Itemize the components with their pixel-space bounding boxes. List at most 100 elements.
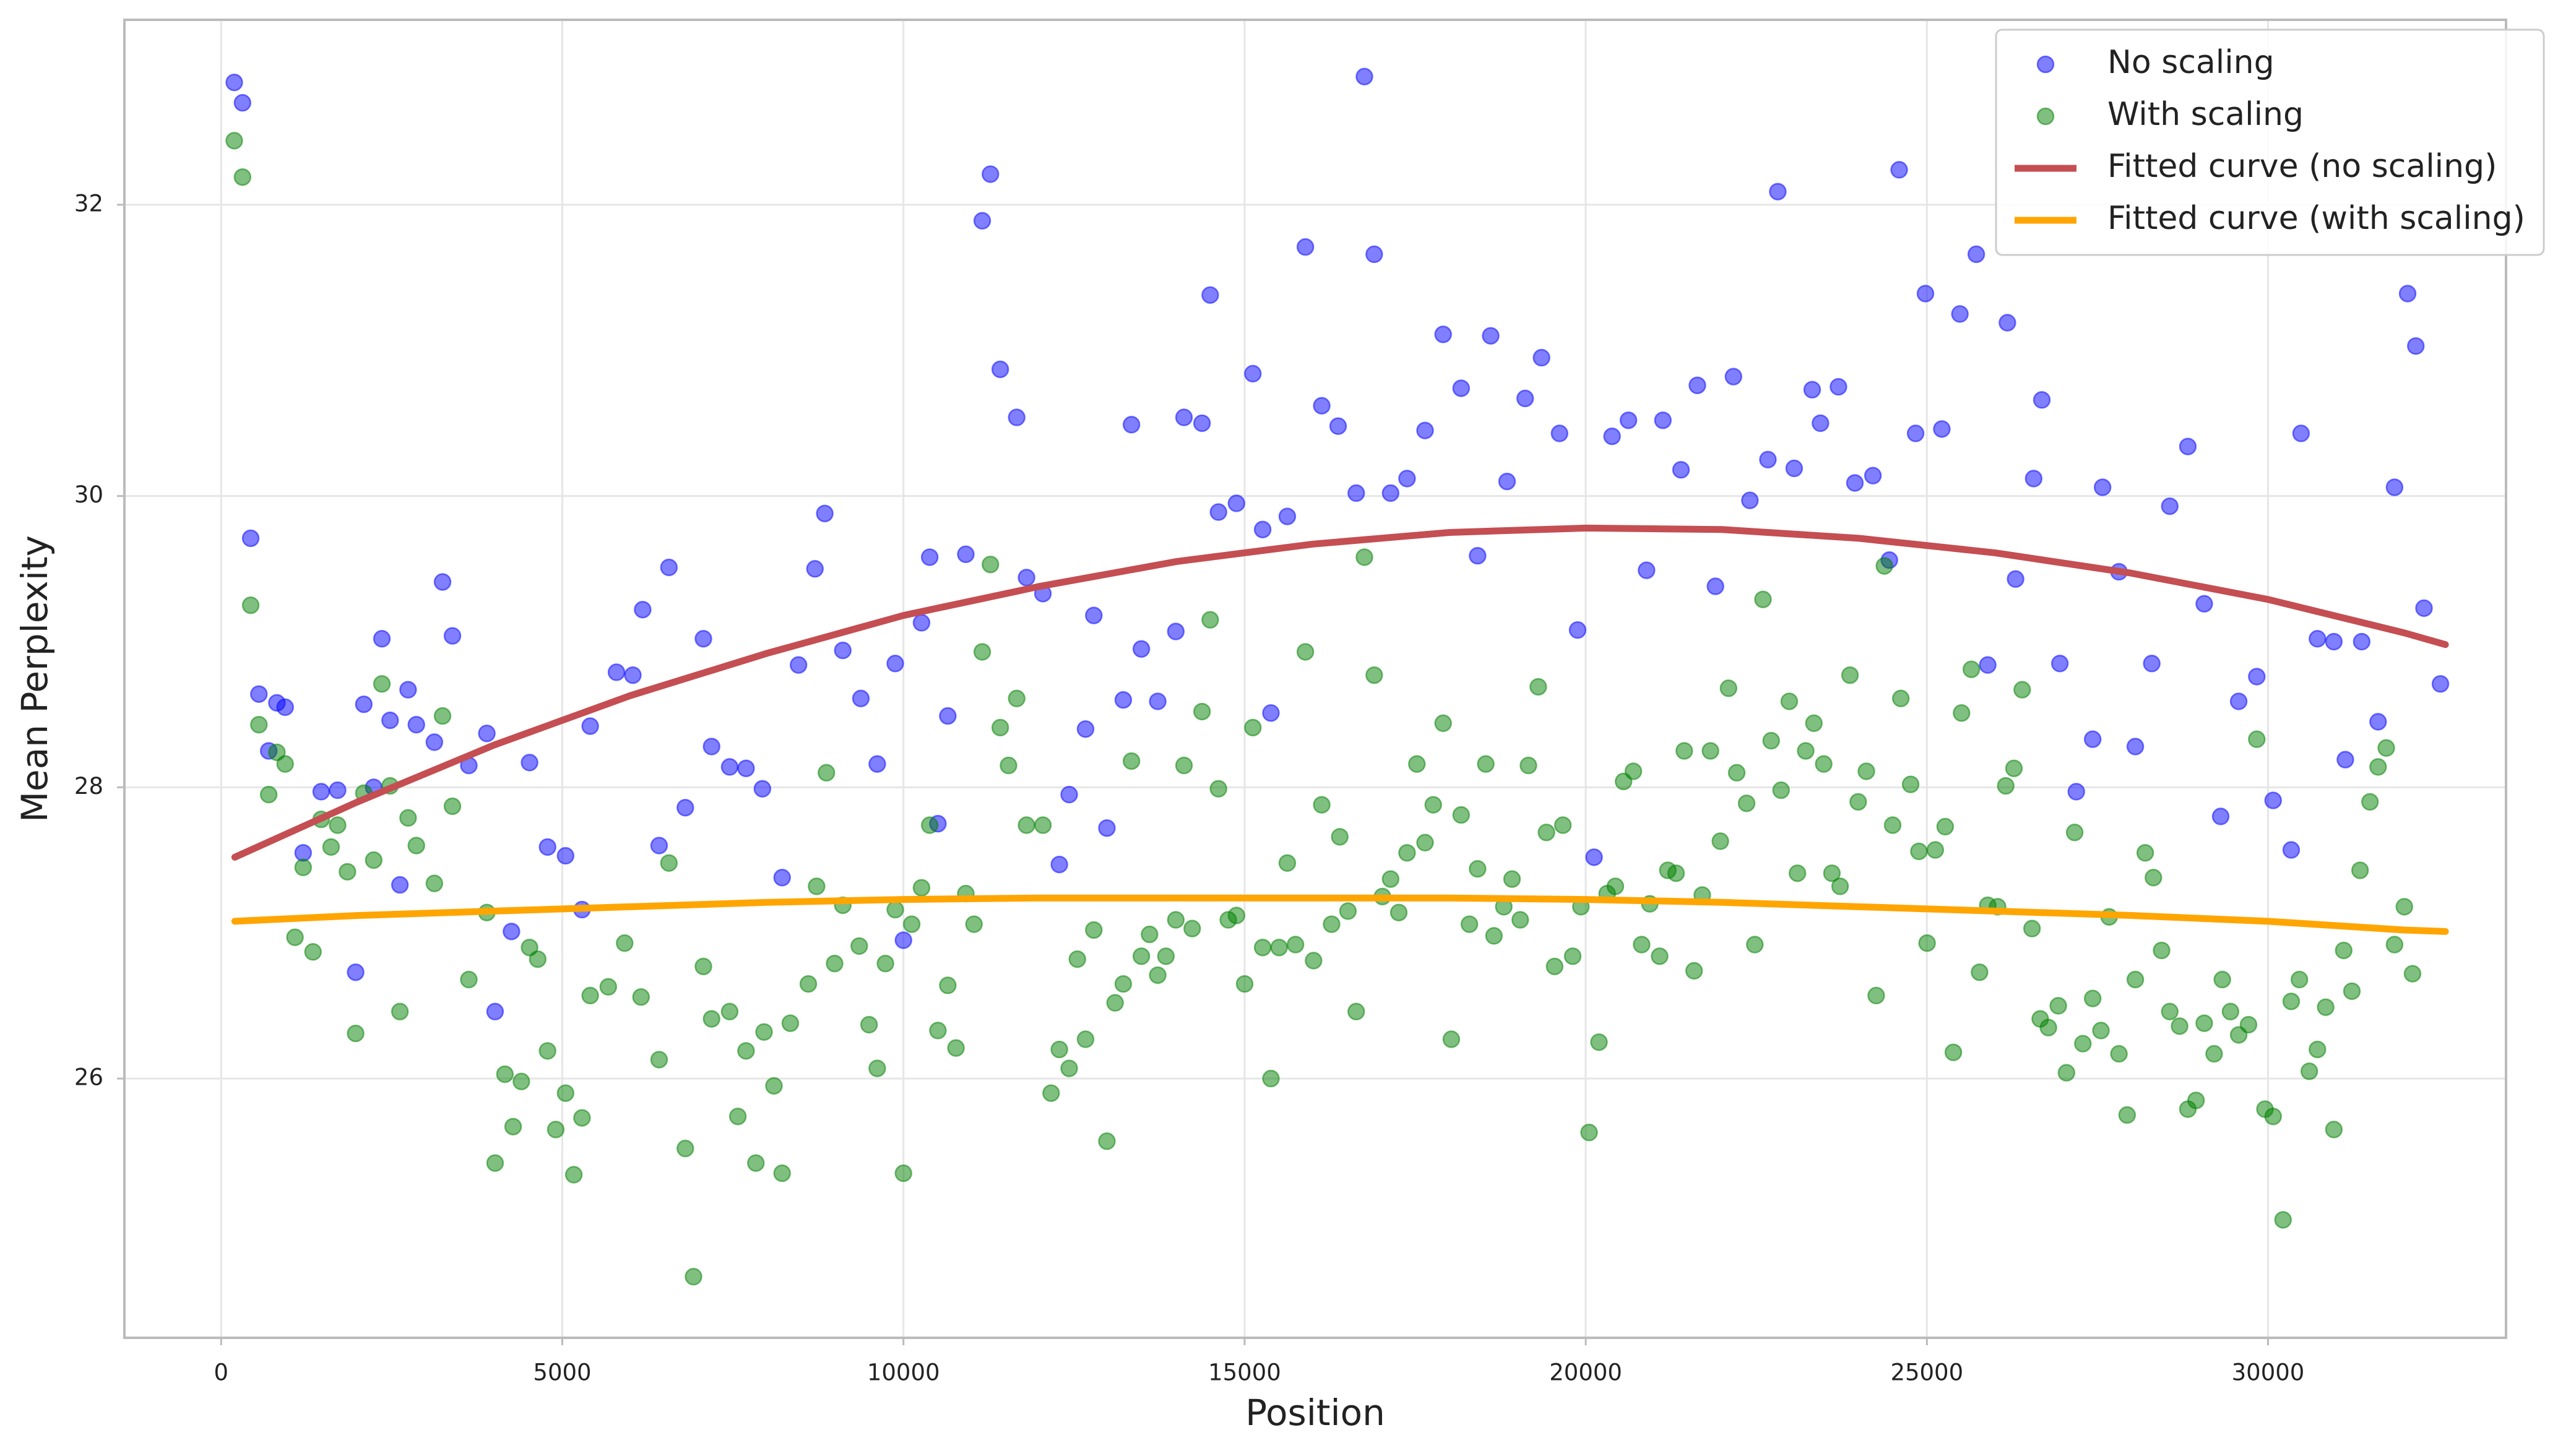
fitted-line [231,524,2449,861]
point [1706,577,1724,595]
point [973,212,992,230]
legend-label: No scaling [2107,44,2275,81]
point [2007,570,2024,588]
point [1529,678,1547,696]
point [1278,854,1297,872]
point [720,1002,739,1021]
point [1270,938,1288,957]
point [1724,368,1743,386]
point [1519,756,1537,775]
point [2264,1108,2283,1126]
point [2161,497,2179,515]
legend-marker [2036,107,2055,126]
point [1883,816,1902,834]
point [443,797,462,816]
point [556,1084,575,1102]
point [1424,796,1442,814]
point [2274,1211,2292,1229]
point [1979,656,1997,674]
point [1651,947,1669,965]
point [765,1077,783,1095]
point [947,1039,965,1057]
point [547,1121,565,1139]
x-tick-label: 5000 [533,1359,591,1386]
point [1772,781,1790,799]
point [1944,1043,1963,1061]
point [2248,668,2266,686]
point [347,1024,365,1043]
point [2195,1014,2213,1032]
point [1503,870,1521,888]
point [1060,1059,1078,1077]
point [1452,806,1471,824]
point [2369,758,2387,776]
point [355,695,373,713]
point [660,854,678,872]
point [2292,424,2310,442]
point [1485,927,1503,945]
x-tick-label: 20000 [1549,1359,1622,1386]
point [2369,713,2387,731]
point [773,869,791,887]
point [294,858,313,877]
point [676,799,694,817]
point [2093,478,2112,496]
point [2385,936,2404,954]
point [1114,691,1133,709]
point [1183,920,1201,937]
point [259,785,278,804]
point [1846,474,1864,492]
point [1580,1123,1598,1142]
point [241,529,260,548]
point [1780,692,1799,710]
legend-box [1995,28,2545,256]
point [1416,834,1434,852]
point [616,934,634,952]
legend-label: Fitted curve (no scaling) [2107,148,2497,185]
point [685,1267,702,1286]
point [973,643,992,661]
point [2282,841,2301,859]
y-tick-label: 26 [74,1064,103,1091]
point [233,93,252,112]
point [1685,962,1703,980]
point [1278,507,1297,525]
point [1759,450,1777,469]
point [1788,864,1807,882]
x-tick-label: 0 [214,1359,229,1386]
point [1132,947,1151,965]
point [512,1072,530,1091]
point [817,764,836,782]
point [1953,704,1971,722]
point [650,1051,668,1069]
point [939,976,957,994]
point [1018,569,1035,587]
point [2213,970,2231,989]
point [1688,376,1706,395]
point [399,809,417,827]
point [425,733,444,751]
point [1875,557,1893,575]
point [2431,674,2450,693]
point [2136,844,2154,862]
point [2325,632,2343,651]
point [1910,842,1928,861]
point [521,754,538,772]
point [373,674,391,693]
point [1769,183,1787,200]
point [538,838,556,856]
point [460,970,478,989]
point [294,844,313,862]
point [1891,689,1910,708]
point [1442,1030,1461,1048]
point [1962,660,1981,678]
point [634,600,652,619]
point [1867,986,1885,1005]
point [1018,816,1035,834]
point [2083,989,2102,1007]
point [1050,1040,1068,1059]
point [1355,67,1373,86]
point [1812,414,1830,433]
point [624,666,642,684]
point [2385,478,2404,496]
